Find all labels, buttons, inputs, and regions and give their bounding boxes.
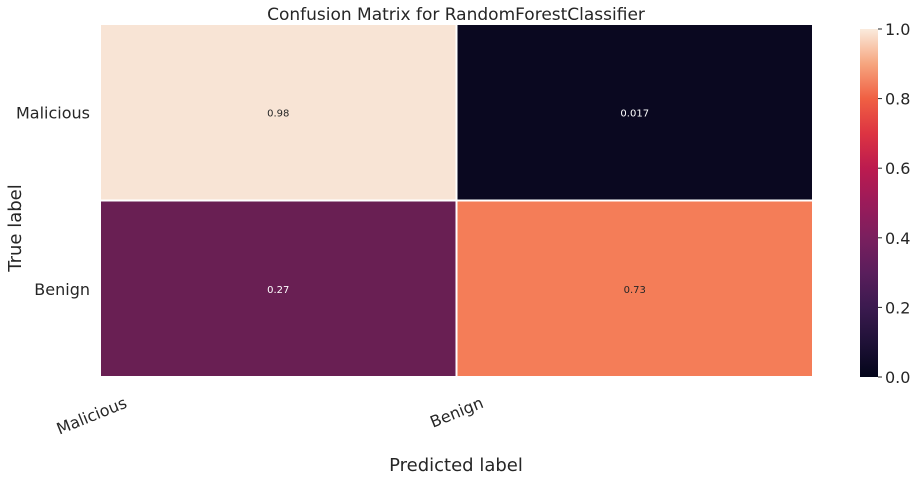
cell-value-label-0-0: 0.98 (267, 108, 289, 119)
y-axis-label: True label (5, 184, 26, 273)
heatmap-cell-1-1 (455, 199, 814, 378)
y-axis-tick-labels: Malicious Benign (16, 103, 90, 299)
cell-value-label-0-1: 0.017 (620, 108, 649, 119)
colorbar-tick-label-2: 0.4 (885, 229, 910, 248)
colorbar-tick-label-4: 0.8 (885, 90, 910, 109)
x-tick-label-1: Benign (427, 393, 486, 431)
x-tick-label-0: Malicious (54, 393, 130, 438)
heatmap-cell-0-1 (455, 23, 814, 202)
heatmap-cell-labels: 0.98 0.017 0.27 0.73 (267, 108, 649, 296)
chart-title: Confusion Matrix for RandomForestClassif… (267, 5, 645, 25)
cell-value-label-1-0: 0.27 (267, 285, 289, 296)
x-axis-tick-labels: Malicious Benign (54, 393, 486, 438)
y-tick-label-0: Malicious (16, 103, 90, 122)
heatmap-cell-1-0 (99, 199, 458, 378)
colorbar-tick-label-0: 0.0 (885, 368, 910, 387)
x-axis-label: Predicted label (389, 455, 523, 476)
heatmap-cell-0-0 (99, 23, 458, 202)
y-tick-label-1: Benign (34, 280, 90, 299)
colorbar-tick-label-1: 0.2 (885, 298, 910, 317)
colorbar-tick-label-3: 0.6 (885, 159, 910, 178)
cell-value-label-1-1: 0.73 (624, 285, 646, 296)
heatmap-cells (99, 23, 814, 378)
colorbar-tick-label-5: 1.0 (885, 20, 910, 39)
colorbar-ticks: 0.0 0.2 0.4 0.6 0.8 1.0 (878, 20, 910, 387)
colorbar (860, 29, 878, 377)
